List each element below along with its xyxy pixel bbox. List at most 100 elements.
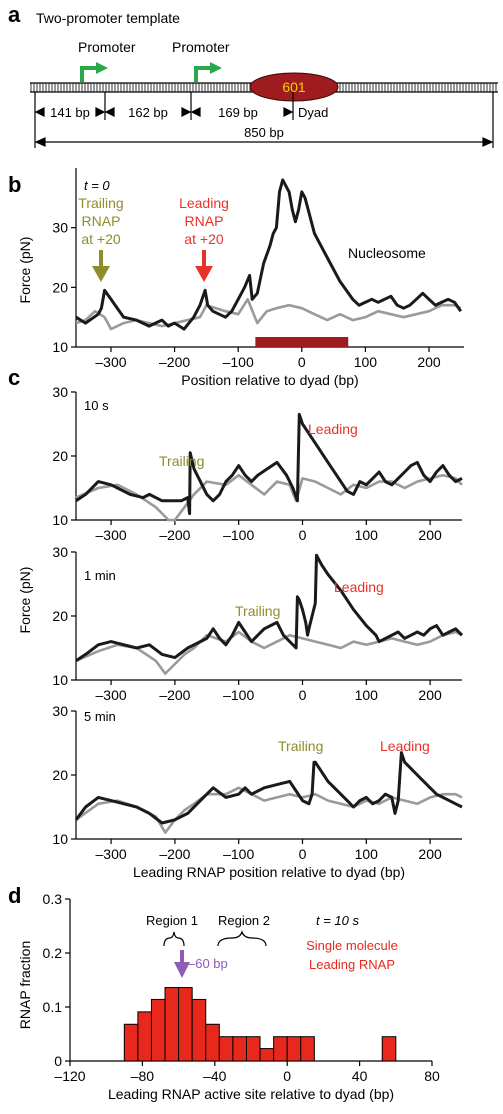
x-axis-label: Leading RNAP position relative to dyad (… bbox=[133, 864, 405, 880]
x-tick-label: –200 bbox=[159, 527, 190, 543]
panel-label-b: b bbox=[8, 172, 21, 197]
y-tick-label: 0.3 bbox=[43, 891, 63, 907]
x-tick-label: 0 bbox=[299, 846, 307, 862]
y-tick-label: 20 bbox=[52, 448, 68, 464]
histogram-bar bbox=[137, 1011, 152, 1062]
total-length: 850 bp bbox=[244, 125, 284, 140]
marker-label: –60 bp bbox=[188, 956, 228, 971]
y-axis-label: RNAP fraction bbox=[17, 941, 33, 1029]
y-tick-label: 20 bbox=[52, 608, 68, 624]
legend-line1: Single molecule bbox=[306, 938, 398, 953]
histogram-bar bbox=[191, 998, 207, 1062]
leading-label-c1: Leading bbox=[308, 421, 358, 437]
leading-arrow bbox=[195, 250, 213, 282]
x-tick-label: 100 bbox=[355, 687, 379, 703]
x-tick-label: –200 bbox=[159, 687, 190, 703]
x-tick-label: 100 bbox=[355, 527, 379, 543]
histogram-bar bbox=[300, 1036, 315, 1062]
time-label-c1: 10 s bbox=[84, 398, 109, 413]
force-trace-naked-dna bbox=[75, 297, 462, 331]
promoter-label-2: Promoter bbox=[172, 39, 230, 55]
force-trace-nucleosome bbox=[75, 412, 463, 516]
y-tick-label: 30 bbox=[52, 220, 68, 236]
y-tick-label: 20 bbox=[52, 767, 68, 783]
force-trace-nucleosome bbox=[74, 751, 463, 825]
x-tick-label: 200 bbox=[417, 354, 441, 370]
force-trace-naked-dna bbox=[75, 473, 463, 522]
histogram-bar bbox=[123, 1023, 139, 1062]
y-tick-label: 30 bbox=[52, 384, 68, 400]
histogram-bar bbox=[245, 1036, 261, 1062]
plot-d: 0 0.1 0.2 0.3 –120 –80 –40 0 40 80 Leading RNAP ac… bbox=[17, 891, 440, 1102]
x-tick-label: 200 bbox=[418, 687, 442, 703]
y-axis-label: Force (pN) bbox=[17, 237, 33, 304]
force-trace-nucleosome bbox=[75, 553, 464, 663]
nucleosome-601 bbox=[249, 72, 339, 102]
y-tick-label: 0 bbox=[54, 1053, 62, 1069]
leading-label-c3: Leading bbox=[380, 738, 430, 754]
x-tick-label: 0 bbox=[299, 687, 307, 703]
region2-brace bbox=[217, 930, 267, 947]
histogram-bar bbox=[381, 1036, 397, 1062]
x-tick-label: 0 bbox=[299, 527, 307, 543]
plot-c-1min: 10 20 30 –300 –200 –100 0 100 200 Force (pN) bbox=[17, 544, 464, 703]
x-tick-label: –200 bbox=[159, 354, 190, 370]
time-label-c2: 1 min bbox=[84, 568, 116, 583]
trailing-label-c3: Trailing bbox=[278, 738, 323, 754]
template-title: Two-promoter template bbox=[36, 10, 180, 26]
leading-label-c2: Leading bbox=[334, 579, 384, 595]
x-tick-label: 80 bbox=[424, 1068, 440, 1084]
y-tick-label: 10 bbox=[52, 831, 68, 847]
y-tick-label: 0.1 bbox=[43, 999, 63, 1015]
force-trace-nucleosome bbox=[75, 178, 463, 331]
panel-label-c: c bbox=[8, 365, 20, 390]
histogram-bar bbox=[218, 1036, 234, 1062]
nucleosome-601-label: 601 bbox=[282, 79, 306, 95]
trailing-label-c1: Trailing bbox=[159, 453, 204, 469]
x-tick-label: 200 bbox=[418, 846, 442, 862]
x-tick-label: 0 bbox=[283, 1068, 291, 1084]
x-tick-label: 40 bbox=[352, 1068, 368, 1084]
histogram-bar bbox=[232, 1036, 247, 1062]
panel-label-d: d bbox=[8, 883, 21, 908]
time-label-d: t = 10 s bbox=[316, 913, 359, 928]
y-tick-label: 20 bbox=[52, 279, 68, 295]
nucleosome-bar bbox=[255, 337, 349, 347]
region1-brace bbox=[163, 931, 185, 947]
y-tick-label: 10 bbox=[52, 672, 68, 688]
x-tick-label: –80 bbox=[131, 1068, 155, 1084]
histogram-bar bbox=[286, 1036, 302, 1062]
x-tick-label: –40 bbox=[203, 1068, 227, 1084]
x-axis-label: Position relative to dyad (bp) bbox=[181, 372, 358, 388]
legend-line2: Leading RNAP bbox=[309, 957, 395, 972]
panel-a: a Two-promoter template Promoter Promote… bbox=[8, 2, 498, 148]
plot-c-5min: 10 20 30 –300 –200 –100 0 100 200 Leading RNAP po… bbox=[52, 703, 463, 880]
x-tick-label: –200 bbox=[159, 846, 190, 862]
histogram-bar bbox=[205, 1023, 220, 1062]
spacing-162: 162 bp bbox=[128, 105, 168, 120]
x-tick-label: –100 bbox=[223, 354, 254, 370]
histogram-bar bbox=[164, 987, 180, 1062]
promoter-arrow-1 bbox=[80, 62, 108, 82]
x-tick-label: 0 bbox=[298, 354, 306, 370]
force-trace-naked-dna bbox=[75, 786, 463, 834]
force-trace-naked-dna bbox=[75, 630, 463, 675]
histogram-bar bbox=[259, 1048, 275, 1062]
plot-b: 10 20 30 –300 –200 –100 0 100 200 Position relati… bbox=[17, 168, 464, 388]
x-tick-label: 100 bbox=[354, 354, 378, 370]
nucleosome-label-b: Nucleosome bbox=[348, 245, 426, 261]
spacing-141: 141 bp bbox=[50, 105, 90, 120]
dyad-label: Dyad bbox=[298, 105, 328, 120]
y-tick-label: 10 bbox=[52, 512, 68, 528]
trailing-arrow bbox=[92, 250, 110, 282]
x-tick-label: –300 bbox=[96, 846, 127, 862]
panel-b: b 10 20 30 –300 –200 –100 0 100 200 Position rela… bbox=[8, 168, 464, 388]
x-tick-label: –100 bbox=[223, 687, 254, 703]
x-tick-label: –100 bbox=[223, 527, 254, 543]
histogram-bar bbox=[273, 1036, 288, 1062]
x-tick-label: –100 bbox=[223, 846, 254, 862]
leading-annotation-line2: RNAP bbox=[185, 213, 224, 229]
leading-annotation-line1: Leading bbox=[179, 195, 229, 211]
